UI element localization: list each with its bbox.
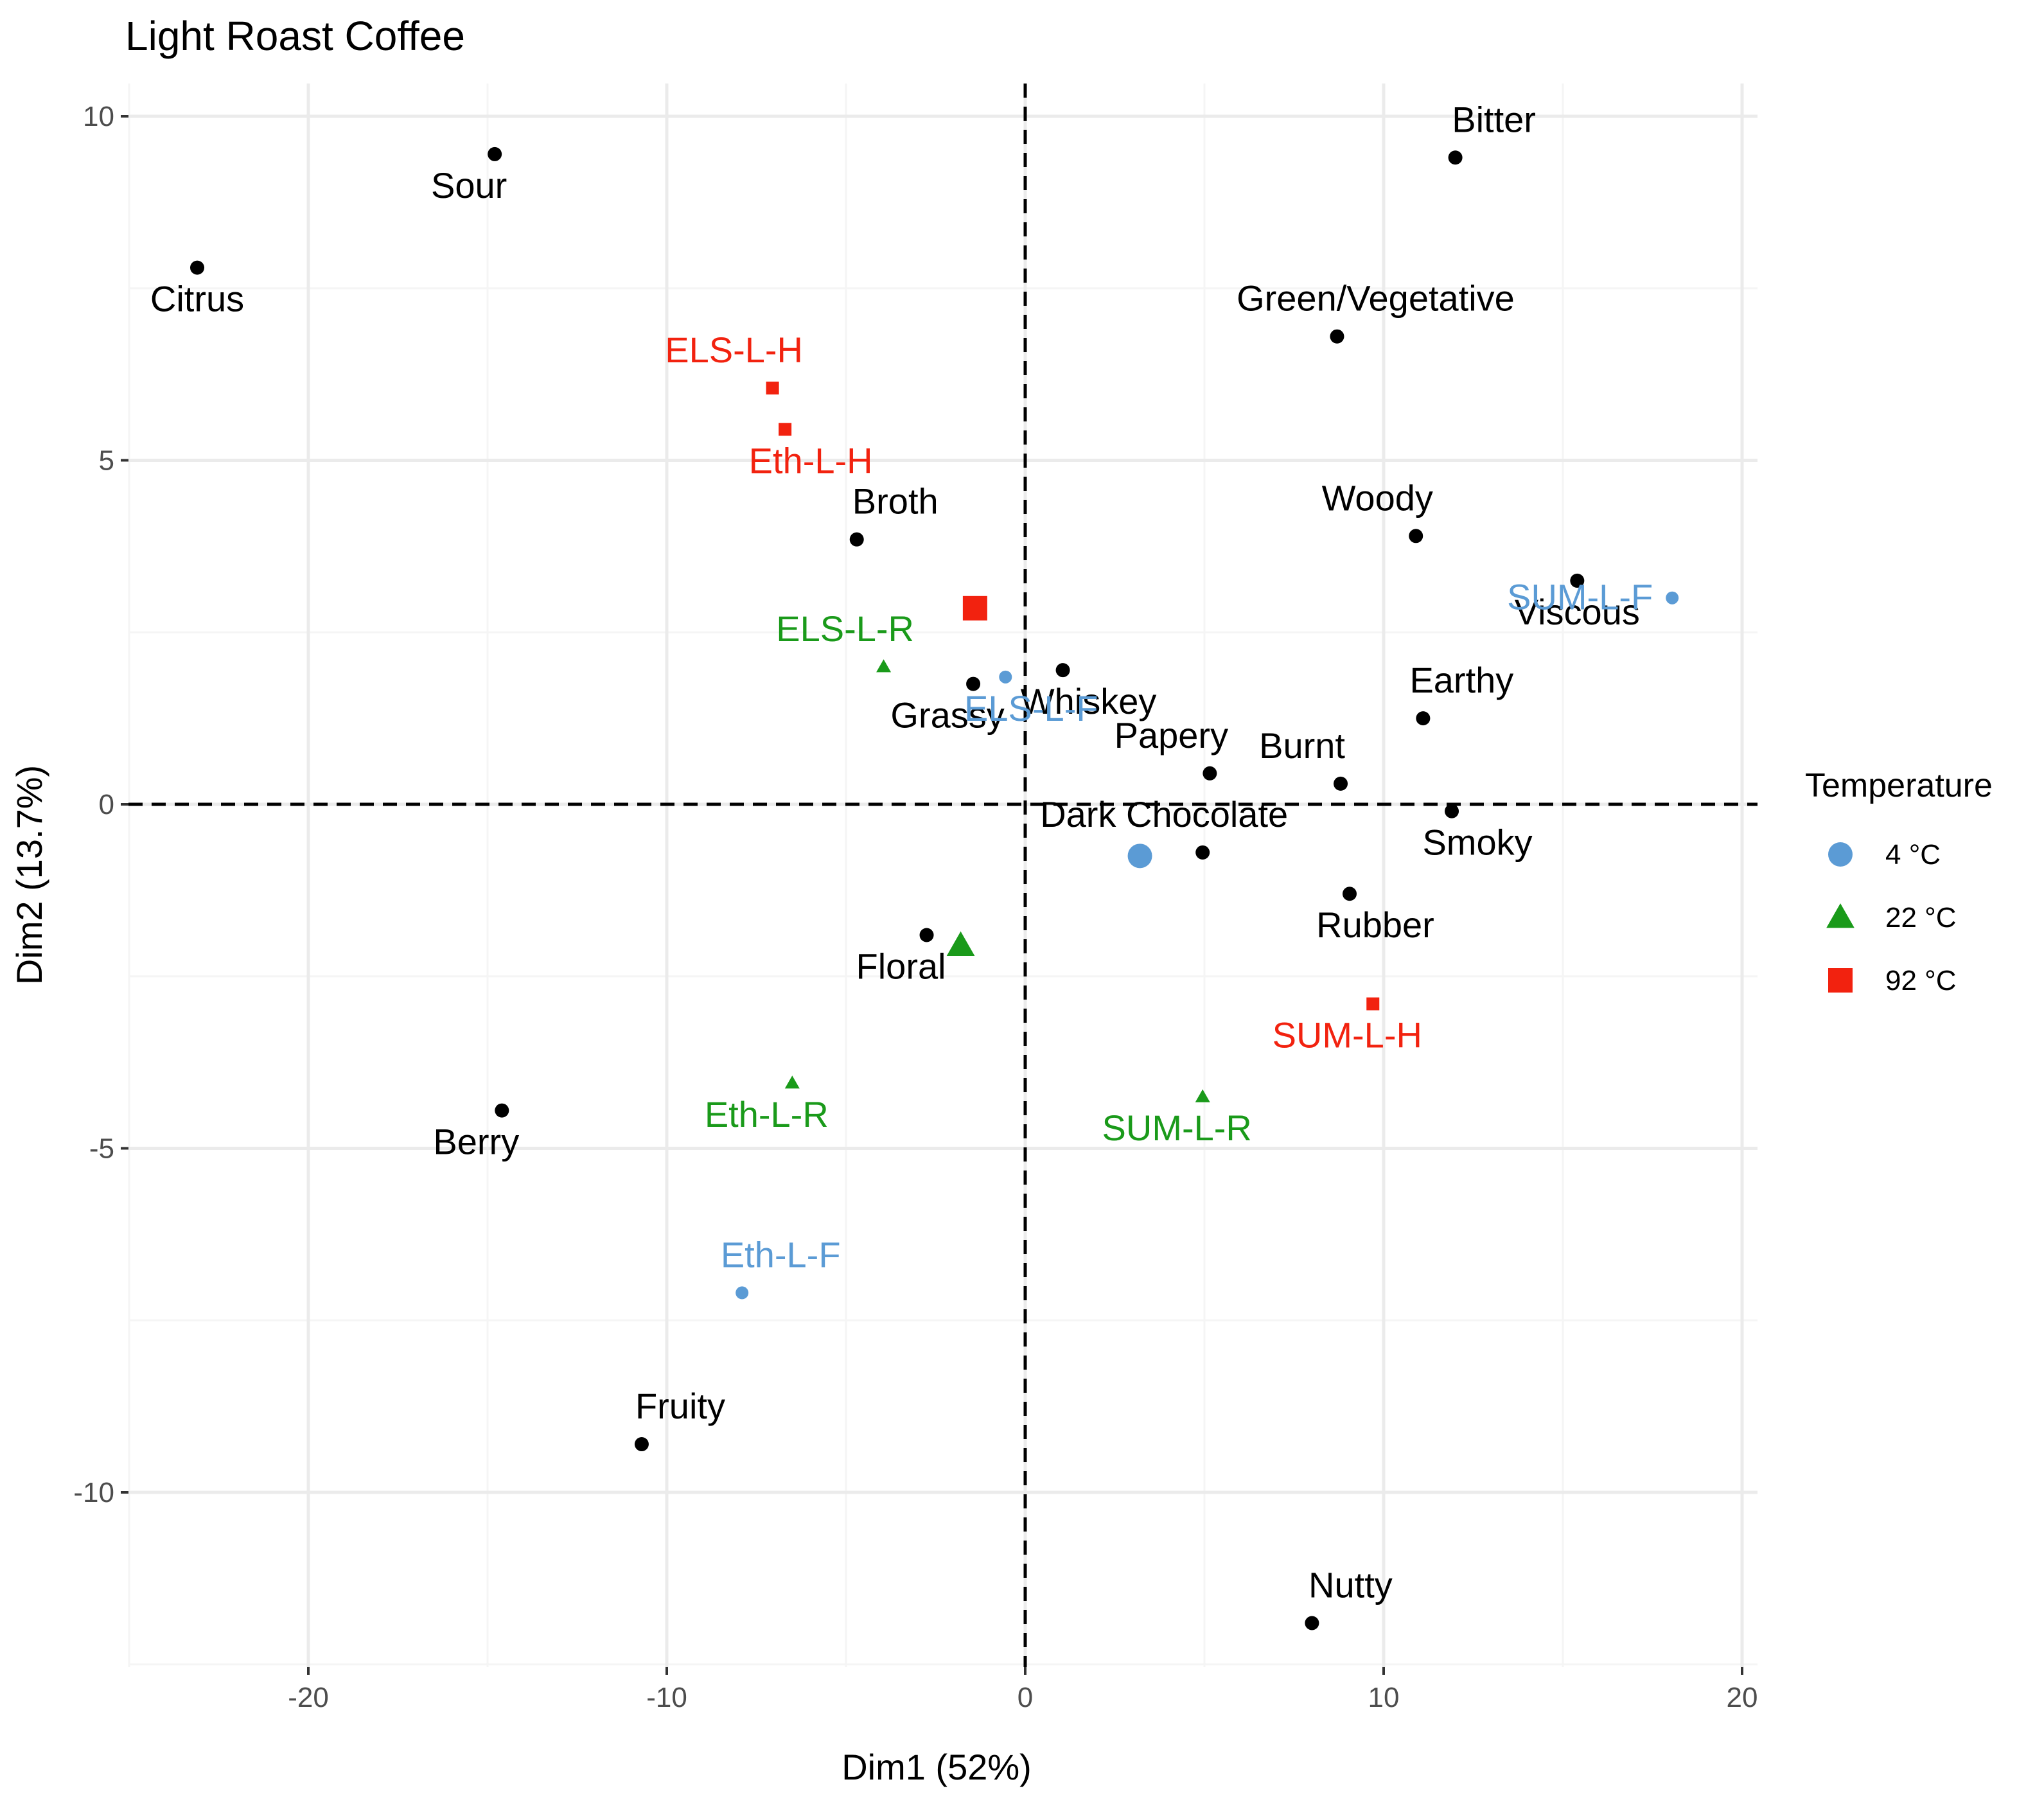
attribute-point: [1330, 329, 1344, 344]
attribute-label: Smoky: [1422, 822, 1532, 863]
attribute-label: Citrus: [150, 279, 244, 319]
attribute-label: Grassy: [890, 695, 1004, 736]
attribute-point: [1409, 529, 1423, 543]
sample-label: ELS-L-H: [665, 330, 803, 370]
y-tick-label: 0: [99, 789, 114, 820]
attribute-label: Green/Vegetative: [1237, 278, 1515, 319]
attribute-label: Papery: [1115, 715, 1228, 755]
attribute-point: [1203, 766, 1217, 781]
legend-key-triangle-icon: [1826, 903, 1855, 928]
attribute-label: Dark Chocolate: [1040, 794, 1288, 835]
x-tick-label: 20: [1727, 1682, 1758, 1713]
y-tick-label: -5: [89, 1133, 114, 1165]
attribute-label: Woody: [1322, 477, 1433, 518]
attribute-label: Berry: [433, 1122, 519, 1162]
legend-key-square-icon: [1828, 968, 1853, 993]
x-axis-title: Dim1 (52%): [841, 1747, 1032, 1787]
attribute-label: Rubber: [1316, 905, 1434, 945]
sample-point: [876, 659, 892, 673]
sample-point: [999, 670, 1012, 684]
attribute-point: [1195, 845, 1210, 860]
attribute-label: Fruity: [635, 1386, 725, 1426]
centroid-point: [1127, 844, 1152, 869]
sample-label: ELS-L-R: [776, 608, 914, 649]
sample-label: ELS-L-F: [964, 688, 1098, 729]
legend-label-22c: 22 °C: [1885, 902, 1957, 933]
data-labels: Sour Citrus Bitter Green/Vegetative Broth Woo…: [150, 99, 1653, 1605]
legend-label-92c: 92 °C: [1885, 965, 1957, 996]
y-tick-label: 10: [83, 101, 114, 132]
sample-point: [1666, 591, 1679, 605]
legend-keys: [1826, 842, 1855, 993]
y-axis-title: Dim2 (13.7%): [9, 765, 49, 985]
sample-point: [1195, 1089, 1210, 1102]
attribute-label: Nutty: [1308, 1564, 1393, 1605]
legend-key-circle-icon: [1828, 842, 1853, 867]
attribute-point: [488, 146, 502, 161]
x-tick-label: 0: [1018, 1682, 1033, 1713]
sample-label: Eth-L-H: [749, 440, 873, 481]
sample-label: Eth-L-F: [721, 1234, 841, 1275]
attribute-point: [1570, 573, 1585, 588]
attribute-point: [849, 532, 864, 547]
legend: Temperature 4 °C 22 °C 92 °C: [1805, 767, 1993, 996]
attribute-label: Floral: [856, 946, 946, 986]
axes: -20 -10 0 10 20 -10 -5 0 5 10: [73, 101, 1758, 1713]
legend-label-4c: 4 °C: [1885, 839, 1941, 870]
x-tick-label: -10: [646, 1682, 687, 1713]
attribute-label: Burnt: [1259, 725, 1345, 766]
attribute-label: Sour: [431, 165, 507, 206]
attribute-label: Earthy: [1409, 660, 1513, 700]
y-tick-label: 5: [99, 445, 114, 477]
attribute-point: [1445, 804, 1459, 818]
attribute-point: [1342, 887, 1357, 901]
attribute-point: [190, 260, 205, 275]
legend-title: Temperature: [1805, 767, 1993, 804]
attribute-point: [1334, 776, 1348, 791]
sample-point: [766, 382, 779, 395]
x-tick-label: -20: [288, 1682, 329, 1713]
plot-panel-background: [128, 84, 1758, 1667]
sample-label: SUM-L-R: [1102, 1108, 1252, 1148]
sample-label: SUM-L-H: [1273, 1015, 1422, 1056]
sample-label: Eth-L-R: [705, 1094, 829, 1135]
attribute-point: [1055, 663, 1070, 678]
sample-point: [779, 423, 792, 436]
chart-title: Light Roast Coffee: [125, 13, 465, 59]
sample-label: SUM-L-F: [1507, 577, 1653, 617]
attribute-point: [495, 1103, 509, 1118]
sample-point: [1366, 997, 1380, 1011]
attribute-label: Viscous: [1515, 592, 1640, 632]
attribute-point: [966, 676, 981, 691]
attribute-point: [919, 928, 934, 942]
attribute-point: [1448, 150, 1463, 165]
centroid-point: [962, 596, 987, 621]
sample-point: [784, 1075, 800, 1089]
centroid-point: [946, 931, 975, 956]
x-tick-label: 10: [1368, 1682, 1400, 1713]
attribute-point: [1305, 1616, 1319, 1630]
attribute-label: Broth: [852, 481, 938, 522]
attribute-point: [1416, 711, 1431, 726]
data-points: [190, 146, 1679, 1630]
y-tick-label: -10: [73, 1477, 114, 1508]
attribute-label: Whiskey: [1021, 681, 1157, 721]
attribute-label: Bitter: [1452, 99, 1536, 139]
attribute-point: [634, 1437, 649, 1452]
sample-point: [736, 1286, 749, 1300]
reference-lines: [128, 84, 1758, 1667]
